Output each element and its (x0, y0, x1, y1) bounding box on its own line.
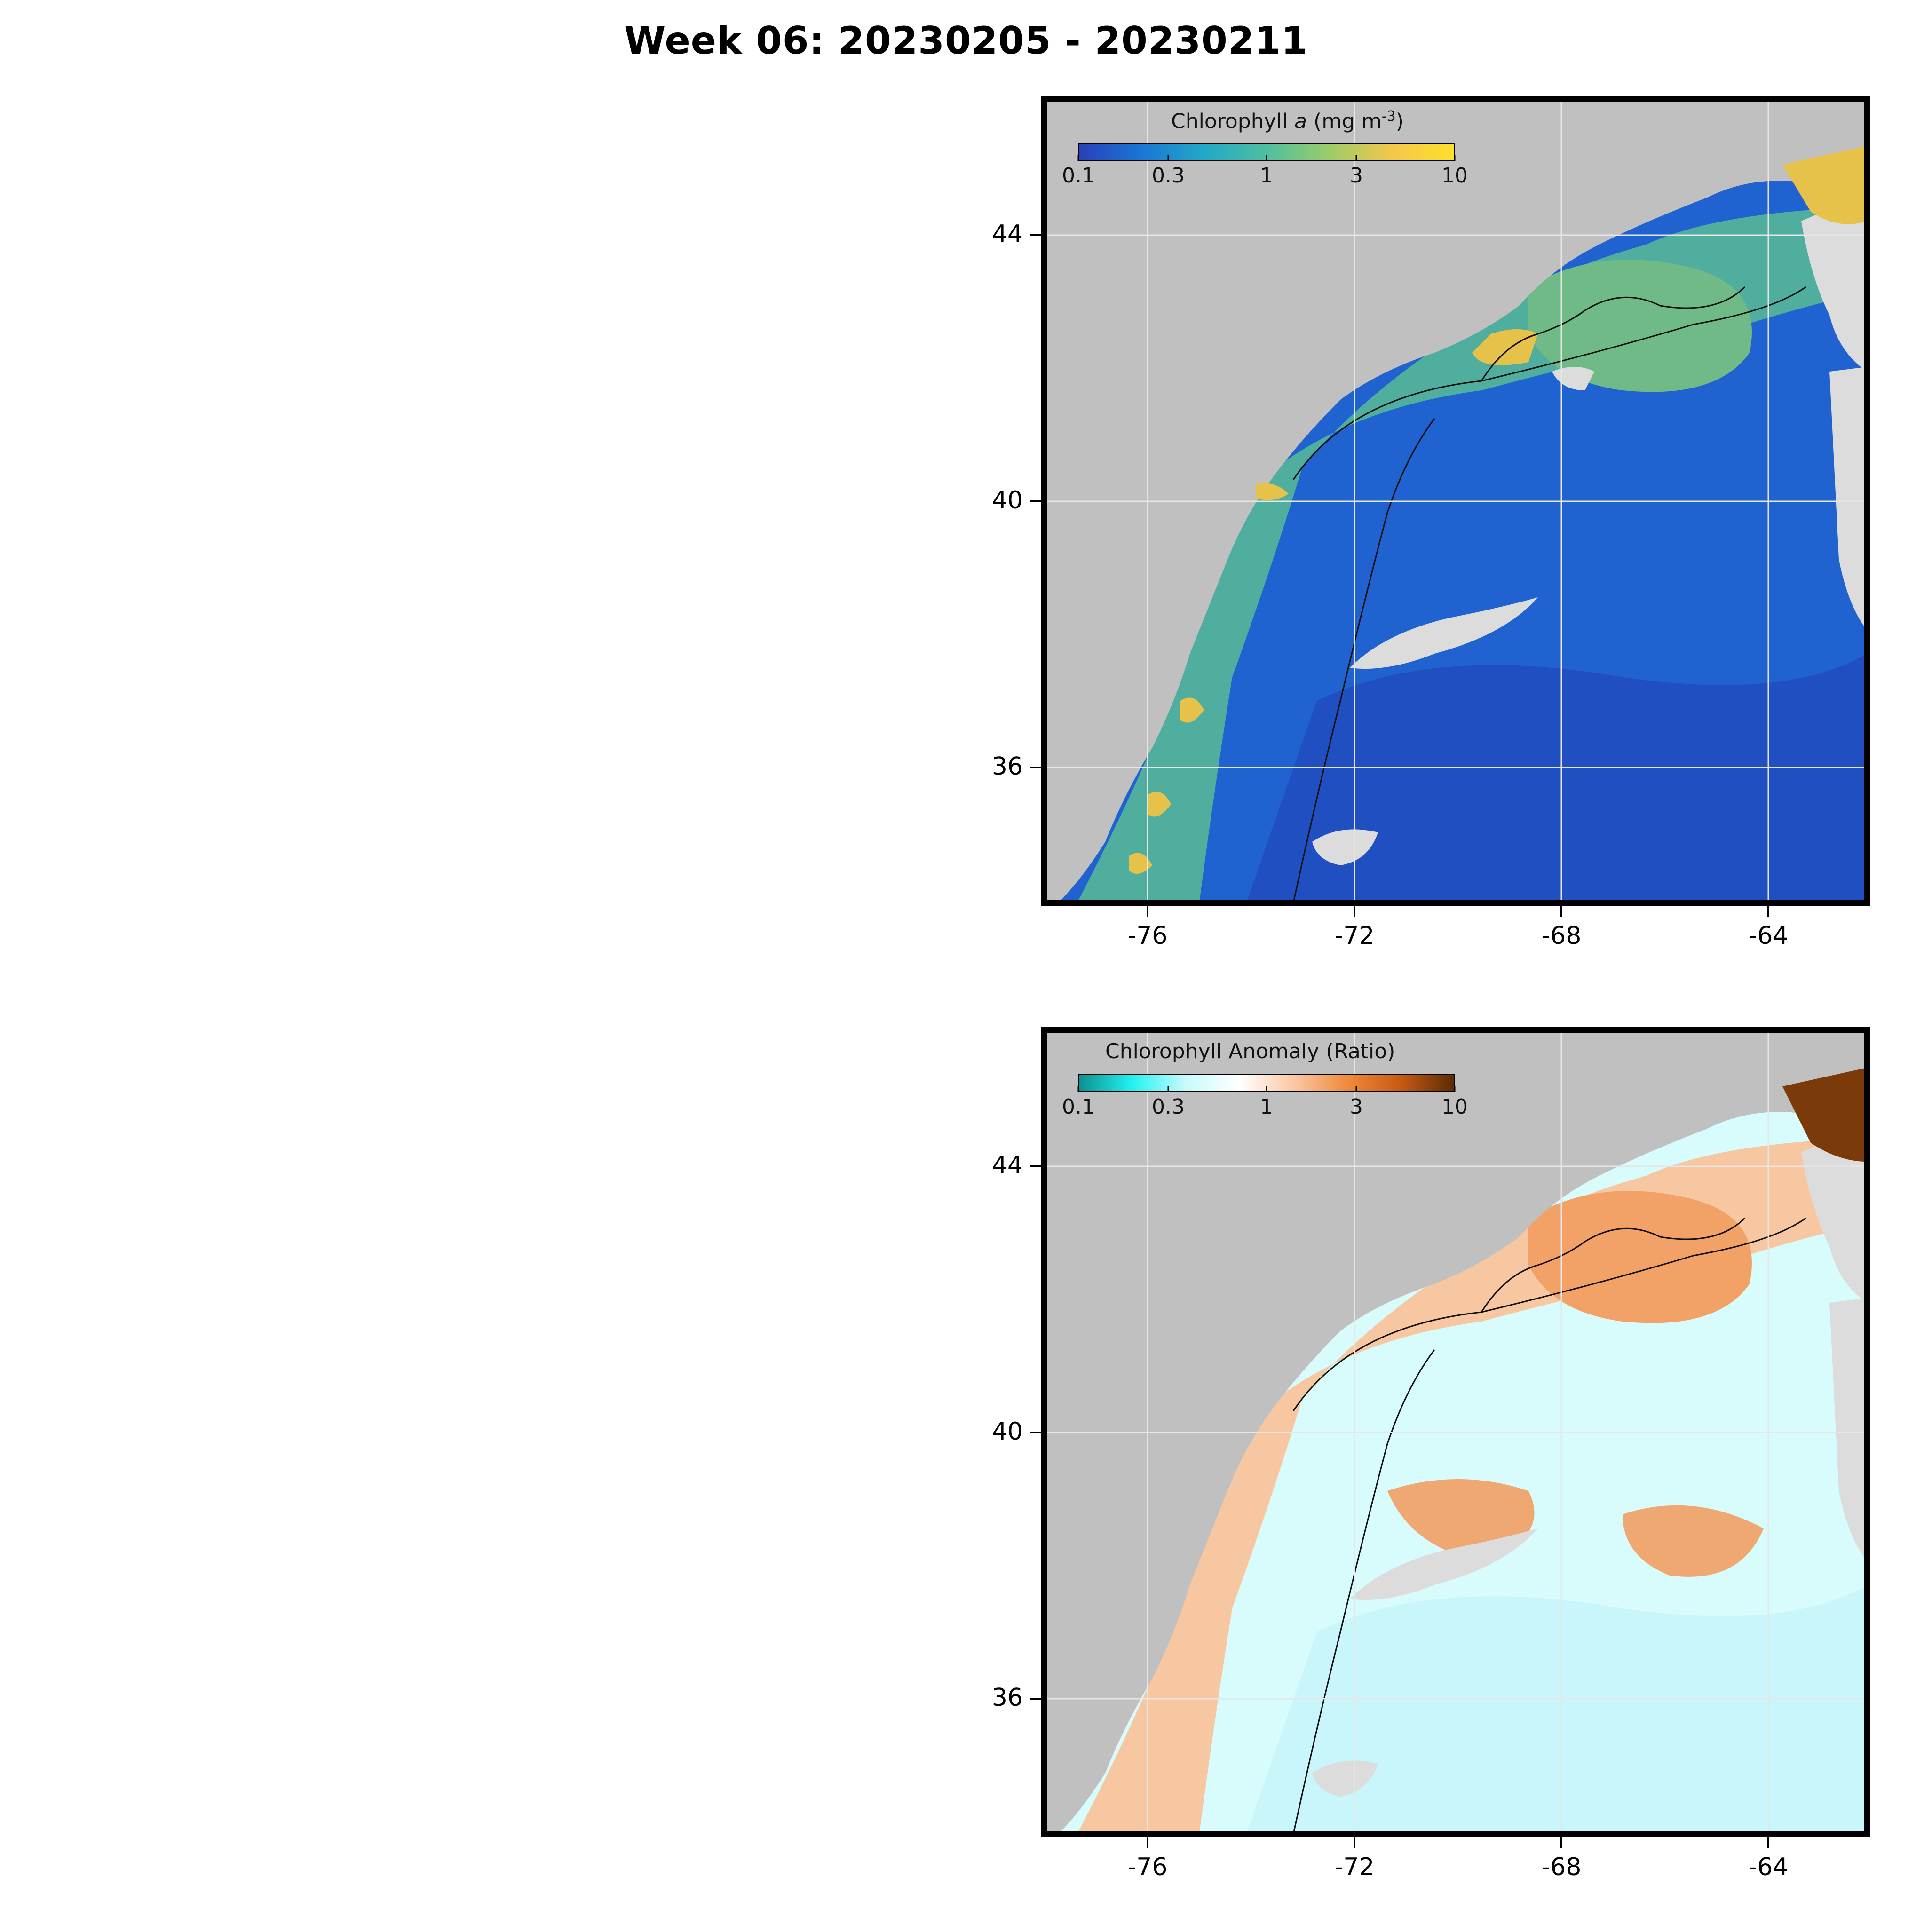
land-mass (1044, 99, 1867, 903)
gulf-contour (1481, 286, 1746, 381)
figure-title: Week 06: 20230205 - 20230211 (624, 19, 1308, 63)
graticule (1044, 99, 1867, 903)
nantucket-shoals (1472, 329, 1538, 365)
slope-contour (1292, 418, 1435, 903)
latitude-label: 40 (991, 486, 1023, 515)
continental-shelf (1077, 1138, 1867, 1834)
anomaly-colorbar-tick: 10 (1441, 1095, 1468, 1119)
anomaly-colorbar-title: Chlorophyll Anomaly (Ratio) (1105, 1039, 1395, 1063)
longitude-label: -64 (1748, 922, 1789, 950)
continental-shelf (1077, 207, 1867, 903)
chlorophyll-map (1030, 96, 1870, 917)
chlorophyll-colorbar-tick: 1 (1260, 164, 1273, 188)
bay-of-fundy-high (1782, 146, 1867, 224)
nodata-area-east-lower (1829, 367, 1867, 630)
chlorophyll-panel: Chlorophyll a (mg m-3) 0.1 0.3 1 3 10 44… (992, 89, 1870, 992)
cloud-gap-georges (1552, 367, 1594, 390)
longitude-label: -72 (1334, 922, 1375, 950)
longitude-label: -64 (1748, 1853, 1789, 1881)
gulf-of-maine (1528, 1191, 1752, 1323)
anomaly-colorbar-tick: 1 (1260, 1095, 1273, 1119)
longitude-label: -76 (1127, 1853, 1168, 1881)
longitude-label: -68 (1541, 922, 1582, 950)
chlorophyll-colorbar-tick: 0.3 (1152, 164, 1185, 188)
latitude-label: 36 (991, 1684, 1023, 1712)
nodata-area-east (1801, 193, 1867, 372)
deep-water-region (1246, 654, 1867, 903)
chlorophyll-colorbar-tick: 3 (1350, 164, 1363, 188)
latitude-label: 44 (991, 220, 1023, 248)
land-mass (1044, 1030, 1867, 1834)
cloud-gap-mid (1350, 597, 1538, 669)
shelf-break-contour (1292, 286, 1806, 480)
nodata-area-east (1801, 1124, 1867, 1303)
anomaly-map (1030, 1027, 1870, 1848)
strong-positive-anomaly-fundy (1782, 1068, 1867, 1162)
chlorophyll-colorbar-tick: 0.1 (1062, 164, 1095, 188)
nodata-area-east-lower (1829, 1298, 1867, 1561)
cloud-gap-south (1312, 829, 1378, 865)
chlorophyll-colorbar-title: Chlorophyll a (mg m-3) (1171, 108, 1404, 134)
deep-water-region (1246, 1585, 1867, 1834)
gulf-of-maine (1528, 260, 1752, 392)
longitude-label: -68 (1541, 1853, 1582, 1881)
latitude-label: 36 (991, 752, 1023, 781)
latitude-label: 44 (991, 1151, 1023, 1180)
latitude-label: 40 (991, 1417, 1023, 1446)
longitude-label: -72 (1334, 1853, 1375, 1881)
slope-contour (1292, 1349, 1435, 1834)
graticule (1044, 1030, 1867, 1834)
cloud-gap-mid (1350, 1528, 1538, 1600)
anomaly-panel: Chlorophyll Anomaly (Ratio) 0.1 0.3 1 3 … (992, 1021, 1870, 1924)
longitude-label: -76 (1127, 922, 1168, 950)
anomaly-colorbar-tick: 3 (1350, 1095, 1363, 1119)
anomaly-colorbar-tick: 0.3 (1152, 1095, 1185, 1119)
anomaly-colorbar-tick: 0.1 (1062, 1095, 1095, 1119)
shelf-break-contour (1292, 1217, 1806, 1411)
gulf-contour (1481, 1217, 1746, 1313)
chlorophyll-colorbar-tick: 10 (1441, 164, 1468, 188)
cloud-gap-south (1312, 1760, 1378, 1797)
